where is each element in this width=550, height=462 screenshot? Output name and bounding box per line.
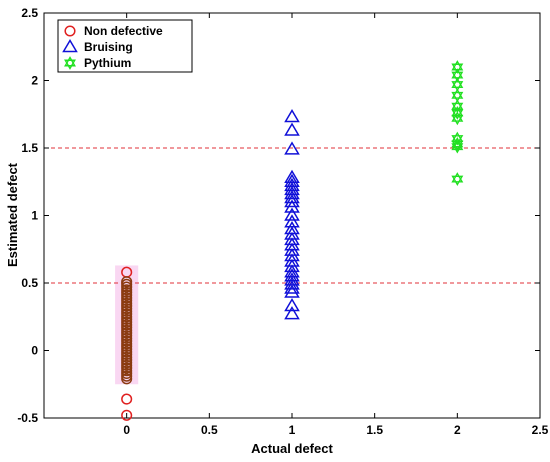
- data-point-pythium: [451, 99, 464, 114]
- data-point-bruising: [284, 189, 300, 204]
- data-point-pythium: [451, 139, 464, 154]
- legend-marker-bruising: [62, 39, 78, 53]
- data-point-bruising: [284, 297, 300, 312]
- data-point-bruising: [284, 207, 300, 221]
- data-point-bruising: [284, 306, 300, 320]
- data-point-pythium: [451, 172, 464, 186]
- x-tick-label: 2.5: [532, 423, 549, 437]
- data-point-bruising: [284, 122, 300, 136]
- data-point-bruising: [284, 108, 300, 123]
- y-tick-label: -0.5: [17, 411, 38, 425]
- data-point-pythium: [451, 88, 464, 103]
- data-point-bruising: [284, 199, 300, 213]
- data-point-pythium: [451, 111, 464, 126]
- data-point-non-defective: [121, 393, 133, 405]
- legend: Non defective Bruising Pythium: [57, 19, 193, 73]
- y-tick-label: 1.5: [21, 141, 38, 155]
- y-tick-label: 0: [31, 344, 38, 358]
- legend-marker-non-defective: [64, 25, 76, 37]
- data-point-bruising: [284, 284, 300, 298]
- y-tick-label: 2.5: [21, 6, 38, 20]
- data-point-bruising: [284, 185, 300, 200]
- x-axis-label: Actual defect: [251, 441, 333, 456]
- y-tick-label: 0.5: [21, 276, 38, 290]
- data-point-bruising: [284, 141, 300, 155]
- x-tick-label: 1: [289, 423, 296, 437]
- legend-label-non-defective: Non defective: [84, 24, 163, 38]
- data-point-bruising: [284, 276, 300, 290]
- y-tick-label: 2: [31, 74, 38, 88]
- data-point-bruising: [284, 258, 300, 273]
- data-point-bruising: [284, 280, 300, 294]
- data-point-non-defective: [121, 373, 133, 385]
- x-tick-label: 0.5: [201, 423, 218, 437]
- legend-box: [57, 19, 193, 73]
- data-point-pythium: [451, 77, 464, 92]
- y-axis-label: Estimated defect: [5, 162, 20, 267]
- data-point-non-defective: [121, 409, 133, 421]
- data-point-bruising: [284, 194, 300, 208]
- legend-label-bruising: Bruising: [84, 40, 133, 54]
- x-tick-label: 0: [123, 423, 130, 437]
- legend-marker-pythium: [64, 56, 76, 70]
- legend-label-pythium: Pythium: [84, 56, 131, 70]
- y-tick-label: 1: [31, 209, 38, 223]
- x-tick-label: 1.5: [366, 423, 383, 437]
- x-tick-label: 2: [454, 423, 461, 437]
